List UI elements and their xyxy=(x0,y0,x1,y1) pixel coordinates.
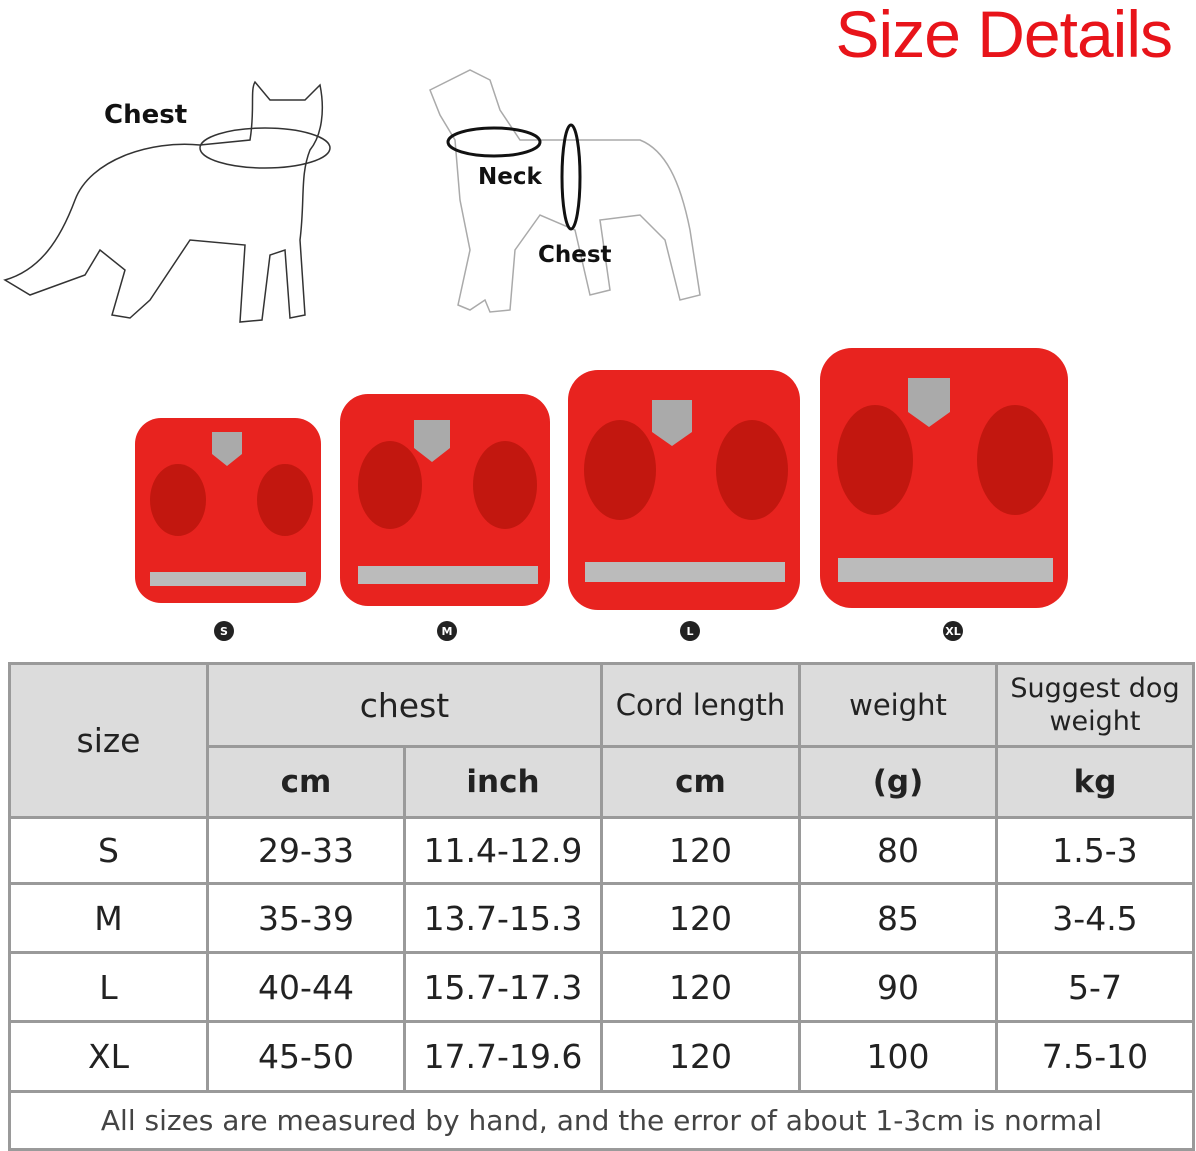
table-cell: 85 xyxy=(798,882,998,954)
table-cell: 3-4.5 xyxy=(995,882,1195,954)
table-row: M 35-39 13.7-15.3 120 85 3-4.5 xyxy=(8,882,1195,954)
table-cell: 120 xyxy=(600,816,801,885)
table-cell: 1.5-3 xyxy=(995,816,1195,885)
table-cell: 11.4-12.9 xyxy=(403,816,603,885)
table-row: S 29-33 11.4-12.9 120 80 1.5-3 xyxy=(8,816,1195,885)
header-weight: weight xyxy=(798,662,998,748)
header-size: size xyxy=(8,662,209,819)
table-cell: 90 xyxy=(798,951,998,1023)
header-chest: chest xyxy=(206,662,603,748)
unit-chest-cm: cm xyxy=(206,745,406,819)
dog-neck-label: Neck xyxy=(478,164,542,190)
table-cell: 17.7-19.6 xyxy=(403,1020,603,1093)
table-row: XL 45-50 17.7-19.6 120 100 7.5-10 xyxy=(8,1020,1195,1093)
dog-outline-drawing xyxy=(429,69,701,313)
table-cell: 35-39 xyxy=(206,882,406,954)
size-badge-l: L xyxy=(680,621,700,641)
header-cord-length: Cord length xyxy=(600,662,801,748)
table-cell: 100 xyxy=(798,1020,998,1093)
size-badge-s: S xyxy=(214,621,234,641)
table-cell: L xyxy=(8,951,209,1023)
size-badge-xl: XL xyxy=(943,621,963,641)
table-cell: 120 xyxy=(600,1020,801,1093)
header-suggest-weight: Suggest dog weight xyxy=(995,662,1195,748)
table-row: L 40-44 15.7-17.3 120 90 5-7 xyxy=(8,951,1195,1023)
cat-outline-drawing xyxy=(3,80,331,323)
harness-images xyxy=(135,348,1068,610)
harness-m xyxy=(340,394,550,606)
unit-weight-g: (g) xyxy=(798,745,998,819)
footer-note: All sizes are measured by hand, and the … xyxy=(8,1090,1195,1151)
table-cell: 45-50 xyxy=(206,1020,406,1093)
table-cell: 120 xyxy=(600,882,801,954)
unit-kg: kg xyxy=(995,745,1195,819)
pet-illustrations xyxy=(3,69,1068,610)
harness-s xyxy=(135,418,321,603)
table-cell: 15.7-17.3 xyxy=(403,951,603,1023)
table-cell: 120 xyxy=(600,951,801,1023)
size-badge-m: M xyxy=(437,621,457,641)
size-table: size chest Cord length weight Suggest do… xyxy=(8,662,1195,1151)
table-cell: 7.5-10 xyxy=(995,1020,1195,1093)
table-cell: 80 xyxy=(798,816,998,885)
table-cell: 29-33 xyxy=(206,816,406,885)
table-cell: 40-44 xyxy=(206,951,406,1023)
cat-chest-label: Chest xyxy=(104,100,188,130)
harness-l xyxy=(568,370,800,610)
table-cell: S xyxy=(8,816,209,885)
harness-xl xyxy=(820,348,1068,608)
neck-measure-ring xyxy=(446,126,542,158)
unit-cord-cm: cm xyxy=(600,745,801,819)
unit-chest-inch: inch xyxy=(403,745,603,819)
page-title: Size Details xyxy=(835,0,1173,71)
table-cell: M xyxy=(8,882,209,954)
table-cell: 13.7-15.3 xyxy=(403,882,603,954)
table-cell: XL xyxy=(8,1020,209,1093)
chest-measure-ring xyxy=(560,123,582,231)
dog-chest-label: Chest xyxy=(538,242,612,268)
table-cell: 5-7 xyxy=(995,951,1195,1023)
